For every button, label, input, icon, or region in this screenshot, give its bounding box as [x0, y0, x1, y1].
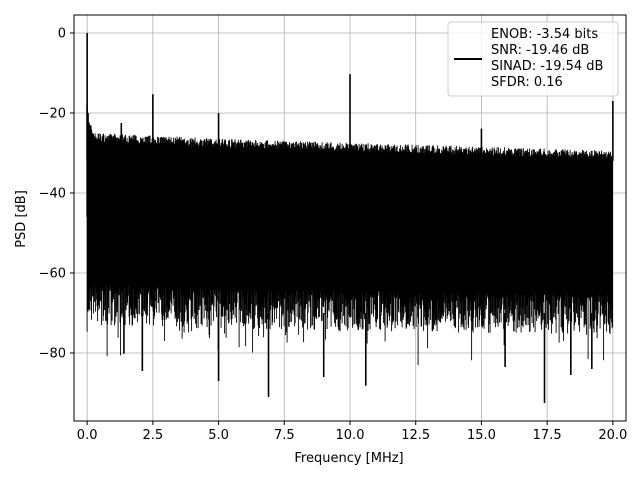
- x-axis-title: Frequency [MHz]: [294, 451, 403, 466]
- x-tick-label: 0.0: [77, 428, 98, 443]
- legend-box: [447, 21, 619, 97]
- legend: ENOB: -3.54 bits SNR: -19.46 dB SINAD: -…: [447, 21, 619, 97]
- y-axis-ticks: 0 −20 −40 −60 −80: [39, 27, 74, 362]
- psd-trace: [86, 33, 614, 403]
- legend-enob: ENOB: -3.54 bits: [491, 27, 598, 42]
- y-axis-title: PSD [dB]: [14, 190, 29, 248]
- x-axis-ticks: 0.0 2.5 5.0 7.5 10.0 12.5 15.0 17.5 20.0: [77, 421, 627, 443]
- x-tick-label: 15.0: [467, 428, 496, 443]
- x-tick-label: 10.0: [336, 428, 365, 443]
- y-tick-label: −60: [39, 267, 66, 282]
- legend-sinad: SINAD: -19.54 dB: [491, 59, 603, 74]
- x-tick-label: 7.5: [274, 428, 295, 443]
- legend-snr: SNR: -19.46 dB: [491, 43, 589, 58]
- y-tick-label: −40: [39, 187, 66, 202]
- y-tick-label: −20: [39, 107, 66, 122]
- x-tick-label: 2.5: [143, 428, 164, 443]
- psd-noise-floor: [86, 122, 614, 366]
- x-tick-label: 12.5: [401, 428, 430, 443]
- x-tick-label: 5.0: [208, 428, 229, 443]
- legend-sfdr: SFDR: 0.16: [491, 75, 563, 90]
- y-tick-label: −80: [39, 347, 66, 362]
- x-tick-label: 20.0: [598, 428, 627, 443]
- x-tick-label: 17.5: [533, 428, 562, 443]
- y-tick-label: 0: [58, 27, 66, 42]
